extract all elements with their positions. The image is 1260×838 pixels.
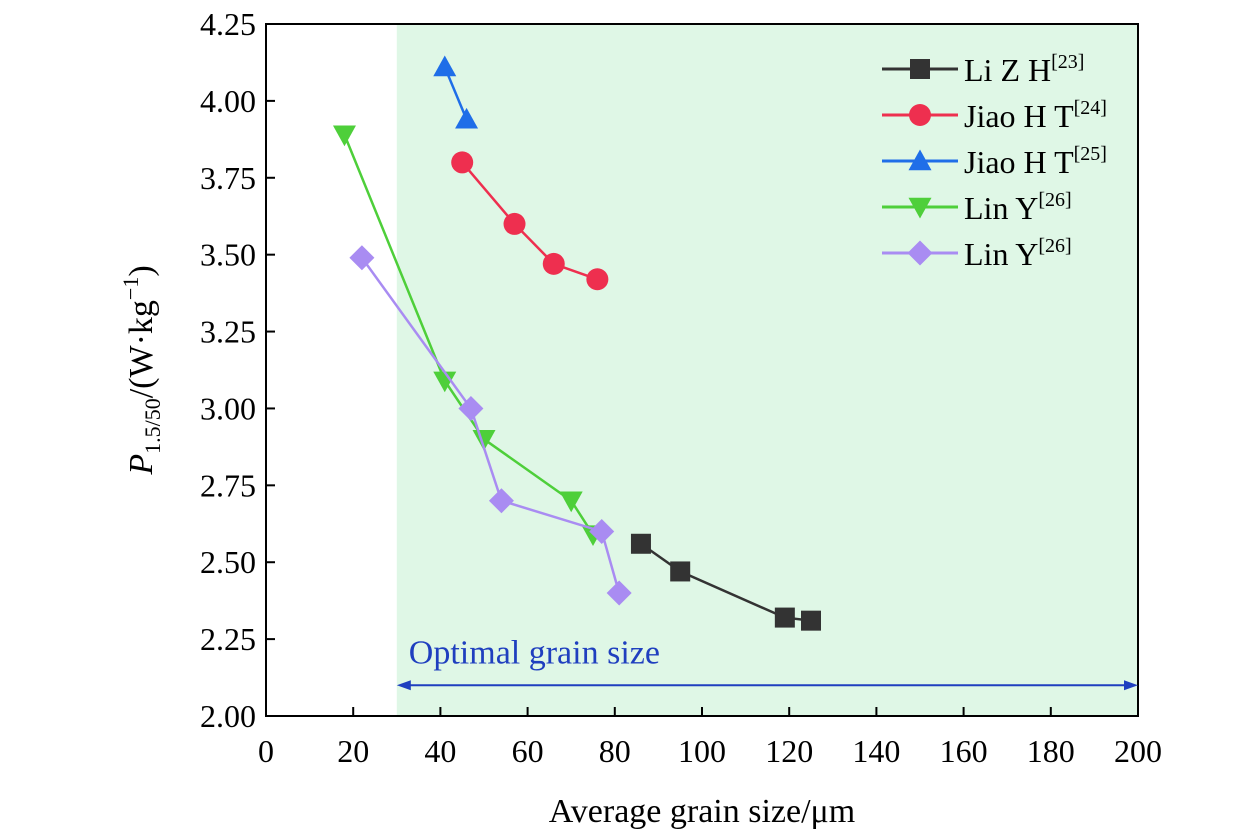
x-tick-label: 40 xyxy=(424,733,456,769)
series-3 xyxy=(433,55,479,129)
data-point xyxy=(542,252,565,275)
data-point xyxy=(433,371,457,393)
data-point xyxy=(472,430,496,451)
legend-ref: [25] xyxy=(1074,143,1107,165)
y-tick-label: 3.50 xyxy=(200,237,256,273)
x-tick-label: 0 xyxy=(258,733,274,769)
x-tick-label: 200 xyxy=(1114,733,1162,769)
data-point xyxy=(670,561,691,582)
optimal-grain-size-label: Optimal grain size xyxy=(409,635,660,672)
x-tick-label: 160 xyxy=(940,733,988,769)
data-point xyxy=(503,212,526,235)
data-point xyxy=(801,610,821,631)
data-point xyxy=(451,151,474,174)
data-point xyxy=(589,518,615,544)
y-axis-title-close: ) xyxy=(123,265,160,276)
legend-item: Li Z H[23] xyxy=(882,51,1084,88)
series-line xyxy=(640,542,812,622)
y-tick-label: 2.25 xyxy=(200,621,256,657)
series-2 xyxy=(451,151,609,291)
data-point xyxy=(332,125,356,147)
legend-ref: [24] xyxy=(1074,97,1107,119)
legend-item: Lin Y[26] xyxy=(882,235,1072,272)
data-point xyxy=(458,395,484,421)
y-tick-label: 2.00 xyxy=(200,698,256,734)
y-axis-title-sub: 1.5/50 xyxy=(140,398,165,454)
legend-marker xyxy=(909,104,931,126)
data-point xyxy=(433,55,457,77)
legend-name: Jiao H T xyxy=(964,144,1074,180)
data-point xyxy=(606,580,632,606)
legend-ref: [26] xyxy=(1038,189,1071,211)
legend-marker xyxy=(908,149,932,171)
y-axis-title-base: P xyxy=(123,454,160,476)
x-tick-label: 20 xyxy=(337,733,369,769)
legend-item: Lin Y[26] xyxy=(882,189,1072,226)
data-point xyxy=(488,488,514,514)
x-axis-title: Average grain size/μm xyxy=(549,793,855,830)
y-axis-title-text: /(W·kg xyxy=(123,300,160,398)
data-point xyxy=(586,268,609,291)
y-tick-label: 3.00 xyxy=(200,390,256,426)
data-point xyxy=(455,107,479,129)
legend-name: Li Z H xyxy=(964,52,1051,88)
y-tick-label: 2.50 xyxy=(200,544,256,580)
legend-marker xyxy=(910,59,930,79)
arrow-head-left-icon xyxy=(396,680,411,691)
series-line xyxy=(461,161,598,281)
legend-label: Jiao H T[24] xyxy=(964,97,1107,134)
legend-label: Li Z H[23] xyxy=(964,51,1084,88)
data-point xyxy=(774,607,795,628)
data-point xyxy=(349,245,375,271)
legend-label: Jiao H T[25] xyxy=(964,143,1107,180)
shaded-region xyxy=(396,24,1138,716)
series-1 xyxy=(630,533,821,631)
x-tick-label: 80 xyxy=(599,733,631,769)
legend-marker xyxy=(908,197,932,219)
legend-label: Lin Y[26] xyxy=(964,189,1072,226)
x-tick-label: 100 xyxy=(678,733,726,769)
arrow-head-right-icon xyxy=(1124,680,1138,691)
legend-item: Jiao H T[25] xyxy=(882,143,1107,180)
legend-ref: [26] xyxy=(1038,235,1071,257)
y-tick-label: 4.00 xyxy=(200,83,256,119)
legend-name: Lin Y xyxy=(964,236,1038,272)
y-tick-label: 3.75 xyxy=(200,160,256,196)
y-tick-label: 4.25 xyxy=(200,6,256,42)
legend-marker xyxy=(907,240,933,266)
series-5 xyxy=(349,245,632,606)
x-tick-label: 140 xyxy=(852,733,900,769)
x-tick-label: 120 xyxy=(765,733,813,769)
y-axis-title-sup: −1 xyxy=(118,277,143,300)
y-tick-label: 3.25 xyxy=(200,314,256,350)
legend-label: Lin Y[26] xyxy=(964,235,1072,272)
data-point xyxy=(559,491,583,513)
legend-name: Jiao H T xyxy=(964,98,1074,134)
legend-name: Lin Y xyxy=(964,190,1038,226)
y-axis-title: P1.5/50/(W·kg−1) xyxy=(118,265,165,475)
legend-item: Jiao H T[24] xyxy=(882,97,1107,134)
x-tick-label: 60 xyxy=(512,733,544,769)
series-4 xyxy=(332,125,605,547)
legend: Li Z H[23]Jiao H T[24]Jiao H T[25]Lin Y[… xyxy=(882,51,1107,272)
y-tick-label: 2.75 xyxy=(200,467,256,503)
data-point xyxy=(630,533,651,554)
legend-ref: [23] xyxy=(1051,51,1084,73)
x-tick-label: 180 xyxy=(1027,733,1075,769)
